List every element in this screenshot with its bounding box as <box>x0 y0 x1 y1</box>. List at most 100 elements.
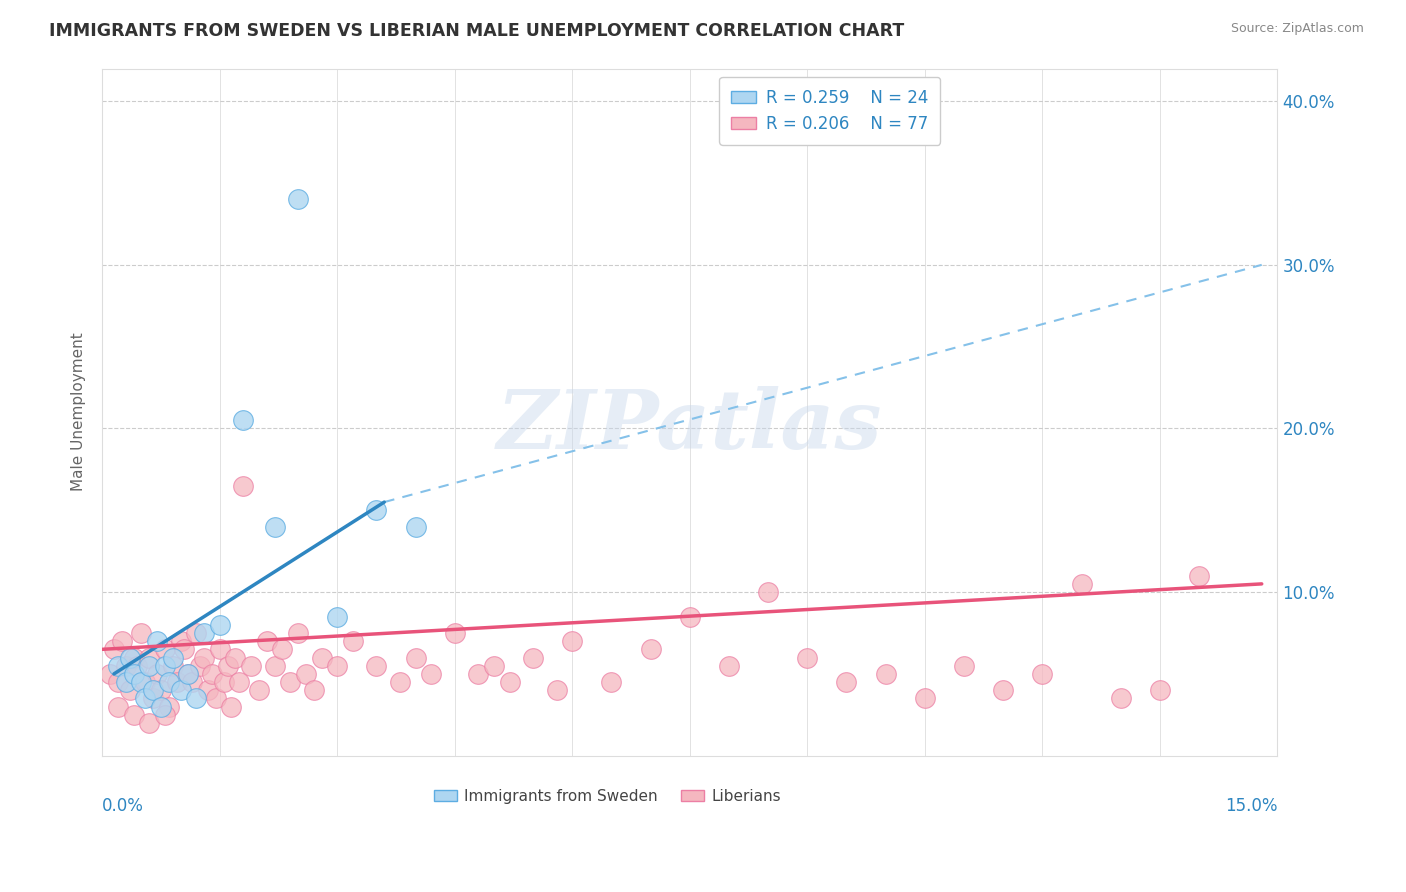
Point <box>146 634 169 648</box>
Point <box>443 626 465 640</box>
Point <box>1188 568 1211 582</box>
Point <box>122 650 145 665</box>
Point <box>232 413 254 427</box>
Point <box>197 683 219 698</box>
Text: IMMIGRANTS FROM SWEDEN VS LIBERIAN MALE UNEMPLOYMENT CORRELATION CHART: IMMIGRANTS FROM SWEDEN VS LIBERIAN MALE … <box>49 22 904 40</box>
Point <box>756 585 779 599</box>
Point <box>498 675 520 690</box>
Point <box>138 715 160 730</box>
Point <box>131 626 153 640</box>
Point <box>138 658 160 673</box>
Point <box>796 650 818 665</box>
Point <box>405 650 427 665</box>
Point <box>835 675 858 690</box>
Point <box>107 675 129 690</box>
Point <box>366 503 388 517</box>
Point <box>177 666 200 681</box>
Point <box>217 658 239 673</box>
Point <box>522 650 544 665</box>
Point <box>224 650 246 665</box>
Point <box>287 193 309 207</box>
Point <box>98 666 121 681</box>
Point <box>232 479 254 493</box>
Point <box>1109 691 1132 706</box>
Point <box>162 650 184 665</box>
Point <box>342 634 364 648</box>
Point <box>118 683 141 698</box>
Point <box>388 675 411 690</box>
Point <box>640 642 662 657</box>
Point <box>193 650 215 665</box>
Point <box>278 675 301 690</box>
Point <box>326 658 349 673</box>
Point <box>993 683 1015 698</box>
Point <box>138 650 160 665</box>
Point <box>114 658 136 673</box>
Point <box>166 675 188 690</box>
Point <box>188 658 211 673</box>
Point <box>134 675 156 690</box>
Point <box>208 617 231 632</box>
Point <box>247 683 270 698</box>
Point <box>1031 666 1053 681</box>
Point <box>153 707 176 722</box>
Point <box>561 634 583 648</box>
Point <box>193 626 215 640</box>
Point <box>311 650 333 665</box>
Point <box>122 666 145 681</box>
Point <box>181 675 204 690</box>
Point <box>186 626 208 640</box>
Point <box>142 683 165 698</box>
Legend: Immigrants from Sweden, Liberians: Immigrants from Sweden, Liberians <box>427 782 787 810</box>
Text: Source: ZipAtlas.com: Source: ZipAtlas.com <box>1230 22 1364 36</box>
Point <box>118 650 141 665</box>
Point <box>679 609 702 624</box>
Point <box>256 634 278 648</box>
Point <box>142 691 165 706</box>
Point <box>546 683 568 698</box>
Point <box>295 666 318 681</box>
Point <box>228 675 250 690</box>
Point <box>208 642 231 657</box>
Point <box>326 609 349 624</box>
Point <box>127 658 149 673</box>
Point <box>221 699 243 714</box>
Point <box>134 691 156 706</box>
Point <box>271 642 294 657</box>
Point <box>157 675 180 690</box>
Point <box>366 658 388 673</box>
Point <box>467 666 489 681</box>
Text: ZIPatlas: ZIPatlas <box>498 386 883 466</box>
Point <box>153 642 176 657</box>
Y-axis label: Male Unemployment: Male Unemployment <box>72 333 86 491</box>
Point <box>177 666 200 681</box>
Point <box>153 658 176 673</box>
Point <box>122 707 145 722</box>
Point <box>953 658 976 673</box>
Point <box>114 675 136 690</box>
Point <box>420 666 443 681</box>
Point <box>107 699 129 714</box>
Point <box>146 666 169 681</box>
Point <box>405 519 427 533</box>
Point <box>875 666 897 681</box>
Point <box>302 683 325 698</box>
Point <box>149 699 172 714</box>
Point <box>717 658 740 673</box>
Text: 15.0%: 15.0% <box>1225 797 1278 814</box>
Point <box>263 658 285 673</box>
Point <box>107 658 129 673</box>
Point <box>600 675 623 690</box>
Point <box>169 634 191 648</box>
Point <box>287 626 309 640</box>
Point <box>212 675 235 690</box>
Point <box>111 634 134 648</box>
Point <box>157 699 180 714</box>
Point <box>162 658 184 673</box>
Point <box>482 658 505 673</box>
Point <box>103 642 125 657</box>
Point <box>204 691 226 706</box>
Point <box>186 691 208 706</box>
Point <box>914 691 936 706</box>
Point <box>173 642 195 657</box>
